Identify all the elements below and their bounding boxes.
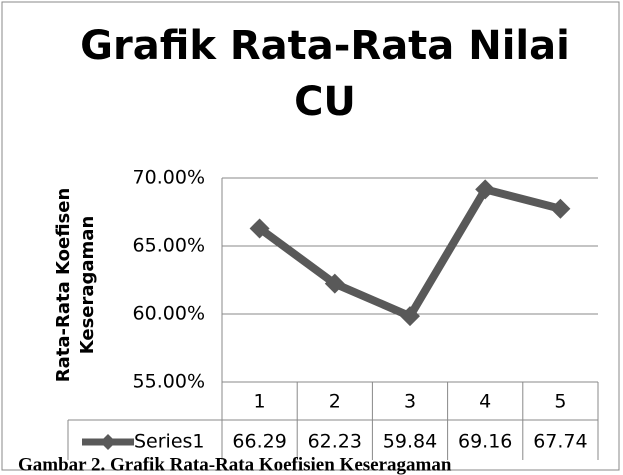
y-tick-label: 55.00%: [133, 371, 205, 393]
table-value: 67.74: [533, 431, 587, 453]
table-value: 62.23: [308, 431, 362, 453]
x-tick-label: 2: [329, 391, 341, 413]
data-point: [550, 198, 571, 219]
y-tick-label: 65.00%: [133, 235, 205, 257]
table-value: 66.29: [232, 431, 286, 453]
legend-marker: [100, 434, 116, 450]
x-tick-label: 4: [479, 391, 491, 413]
data-point: [400, 306, 420, 327]
chart-title: CU: [294, 79, 356, 125]
y-tick-label: 70.00%: [133, 167, 205, 189]
y-tick-label: 60.00%: [133, 303, 205, 325]
y-axis-label: Keseragaman: [77, 216, 98, 355]
legend-label: Series1: [134, 431, 205, 453]
caption: Gambar 2. Grafik Rata-Rata Koefisien Kes…: [18, 454, 452, 475]
x-tick-label: 1: [254, 391, 266, 413]
y-axis-label: Rata-Rata Koefisen: [53, 188, 74, 383]
data-point: [249, 218, 270, 239]
chart-title: Grafik Rata-Rata Nilai: [80, 23, 570, 69]
x-tick-label: 5: [554, 391, 566, 413]
x-tick-label: 3: [404, 391, 416, 413]
table-value: 69.16: [458, 431, 512, 453]
data-point: [475, 179, 496, 200]
table-value: 59.84: [383, 431, 437, 453]
data-point: [324, 273, 345, 294]
